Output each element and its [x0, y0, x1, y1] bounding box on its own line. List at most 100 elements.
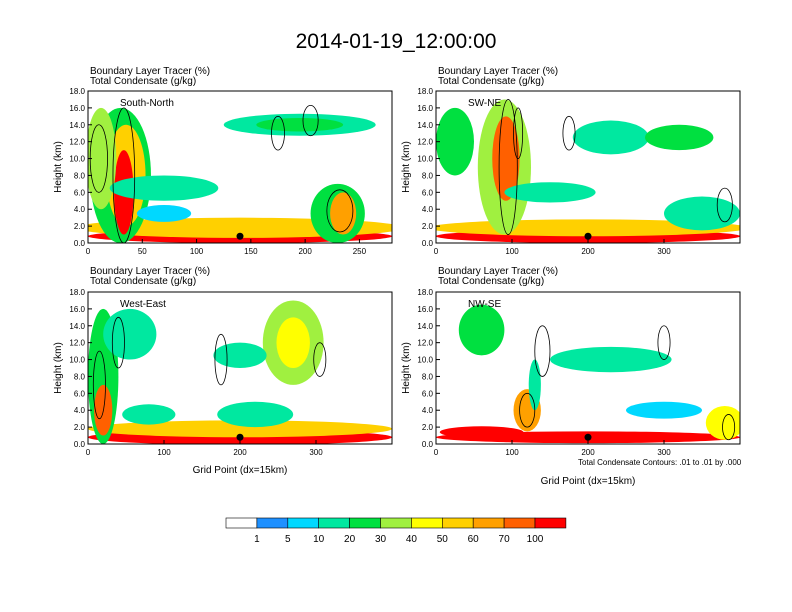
tracer-blob: [256, 118, 344, 132]
colorbar-label: 70: [499, 534, 511, 545]
y-axis-label: Height (km): [53, 141, 64, 193]
y-tick-label: 10.0: [69, 155, 85, 164]
colorbar-swatch: [287, 517, 319, 529]
x-tick-label: 100: [505, 247, 519, 256]
section-label: South-North: [120, 98, 174, 109]
tracer-blob: [626, 401, 702, 419]
tracer-blob: [276, 317, 310, 368]
panel-3-title-line2: Total Condensate (g/kg): [90, 276, 197, 287]
location-marker: [584, 433, 592, 441]
y-tick-label: 18.0: [69, 288, 85, 297]
y-tick-label: 2.0: [74, 222, 86, 231]
colorbar-swatch: [380, 517, 412, 529]
colorbar-label: 10: [313, 534, 325, 545]
x-tick-label: 200: [581, 448, 595, 457]
colorbar-swatch: [411, 517, 443, 529]
x-tick-label: 300: [309, 448, 323, 457]
condensate-contour: [657, 325, 671, 360]
y-tick-label: 18.0: [417, 87, 433, 96]
tracer-blob: [217, 401, 294, 428]
main-title: 2014-01-19_12:00:00: [295, 30, 497, 53]
y-tick-label: 8.0: [74, 372, 86, 381]
tracer-field: [88, 104, 392, 243]
panel-frame: [87, 90, 393, 244]
x-tick-label: 150: [244, 247, 258, 256]
y-tick-label: 16.0: [69, 305, 85, 314]
y-tick-label: 6.0: [74, 389, 86, 398]
condensate-contour: [519, 392, 536, 428]
y-tick-label: 2.0: [74, 423, 86, 432]
y-tick-label: 12.0: [417, 339, 433, 348]
tracer-blob: [645, 124, 714, 151]
y-tick-label: 12.0: [69, 339, 85, 348]
tracer-blob: [88, 107, 117, 210]
x-tick-label: 300: [657, 448, 671, 457]
tracer-field: [88, 300, 392, 444]
y-tick-label: 16.0: [417, 305, 433, 314]
contour-footnote: Total Condensate Contours: .01 to .01 by…: [578, 458, 742, 467]
tracer-blob: [436, 107, 474, 176]
y-tick-label: 6.0: [74, 188, 86, 197]
tracer-blob: [103, 308, 157, 360]
y-axis-label: Height (km): [53, 342, 64, 394]
colorbar-swatch: [318, 517, 350, 529]
x-axis-label: Grid Point (dx=15km): [193, 465, 288, 476]
condensate-contour: [498, 99, 518, 235]
section-label: SW-NE: [468, 98, 501, 109]
panel-2: SW-NE 0 100 200 300 0.0 2.0 4.0 6.0 8.0 10.0 12.0 14…: [401, 87, 741, 256]
colorbar-label: 100: [527, 534, 544, 545]
colorbar-swatch: [441, 517, 474, 529]
colorbar: 1 5 10 20 30 40 50 60 70 100: [225, 517, 567, 545]
colorbar-swatch: [503, 517, 536, 529]
location-marker: [236, 433, 244, 441]
y-tick-label: 8.0: [422, 372, 434, 381]
tracer-blob: [330, 192, 357, 235]
tracer-blob: [458, 304, 505, 356]
colorbar-label: 30: [375, 534, 387, 545]
tracer-blob: [439, 426, 524, 439]
colorbar-label: 60: [468, 534, 480, 545]
y-tick-label: 14.0: [417, 322, 433, 331]
y-tick-label: 4.0: [74, 205, 86, 214]
condensate-contour: [111, 316, 125, 369]
tracer-blob: [136, 205, 192, 222]
x-tick-label: 200: [581, 247, 595, 256]
x-tick-label: 100: [157, 448, 171, 457]
tracer-blob: [705, 406, 740, 440]
condensate-contour: [513, 107, 524, 159]
panel-1-title-line2: Total Condensate (g/kg): [90, 76, 197, 87]
panel-1: South-North 0 50 100 150 200 250 0.0 2.0 4.0 6.0 8.…: [53, 87, 393, 256]
condensate-contour: [313, 342, 327, 377]
y-tick-label: 0.0: [74, 239, 86, 248]
y-tick-label: 0.0: [422, 440, 434, 449]
y-tick-label: 4.0: [74, 406, 86, 415]
colorbar-label: 5: [285, 534, 291, 545]
x-tick-label: 200: [298, 247, 312, 256]
x-tick-label: 0: [86, 247, 91, 256]
section-label: NW-SE: [468, 299, 501, 310]
y-tick-label: 0.0: [422, 239, 434, 248]
tracer-blob: [213, 342, 267, 369]
tracer-blob: [550, 346, 672, 373]
y-tick-label: 8.0: [74, 171, 86, 180]
colorbar-label: 20: [344, 534, 356, 545]
tracer-field: [436, 99, 740, 243]
tracer-blob: [528, 359, 541, 411]
section-label: West-East: [120, 299, 166, 310]
y-tick-label: 2.0: [422, 423, 434, 432]
panel-4-title-line2: Total Condensate (g/kg): [438, 276, 545, 287]
colorbar-swatch: [534, 517, 567, 529]
location-marker: [236, 232, 244, 240]
x-tick-label: 0: [86, 448, 91, 457]
x-tick-label: 300: [657, 247, 671, 256]
y-tick-label: 18.0: [417, 288, 433, 297]
y-tick-label: 18.0: [69, 87, 85, 96]
y-tick-label: 4.0: [422, 406, 434, 415]
tracer-blob: [504, 182, 596, 203]
x-tick-label: 250: [353, 247, 367, 256]
y-tick-label: 10.0: [417, 155, 433, 164]
condensate-contour: [214, 333, 228, 386]
y-tick-label: 6.0: [422, 188, 434, 197]
y-tick-label: 2.0: [422, 222, 434, 231]
condensate-contour: [716, 187, 733, 223]
